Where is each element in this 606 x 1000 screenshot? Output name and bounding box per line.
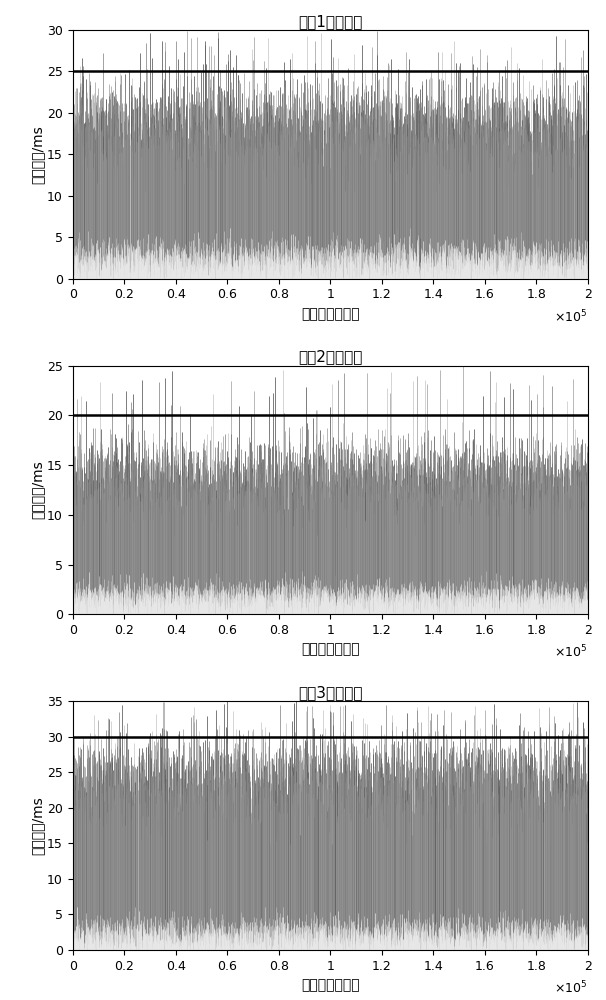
Title: 试品2触动时间: 试品2触动时间 (298, 350, 362, 365)
X-axis label: 继电器动作次数: 继电器动作次数 (301, 307, 359, 321)
Text: $\times10^5$: $\times10^5$ (554, 980, 588, 996)
Text: $\times10^5$: $\times10^5$ (554, 308, 588, 325)
Title: 试品1触动时间: 试品1触动时间 (298, 14, 362, 29)
Y-axis label: 触动时间/ms: 触动时间/ms (30, 796, 44, 855)
Y-axis label: 触动时间/ms: 触动时间/ms (30, 125, 44, 184)
Y-axis label: 触动时间/ms: 触动时间/ms (30, 461, 44, 519)
X-axis label: 继电器动作次数: 继电器动作次数 (301, 978, 359, 992)
Title: 试品3触动时间: 试品3触动时间 (298, 685, 362, 700)
Text: $\times10^5$: $\times10^5$ (554, 644, 588, 661)
X-axis label: 继电器动作次数: 继电器动作次数 (301, 643, 359, 657)
